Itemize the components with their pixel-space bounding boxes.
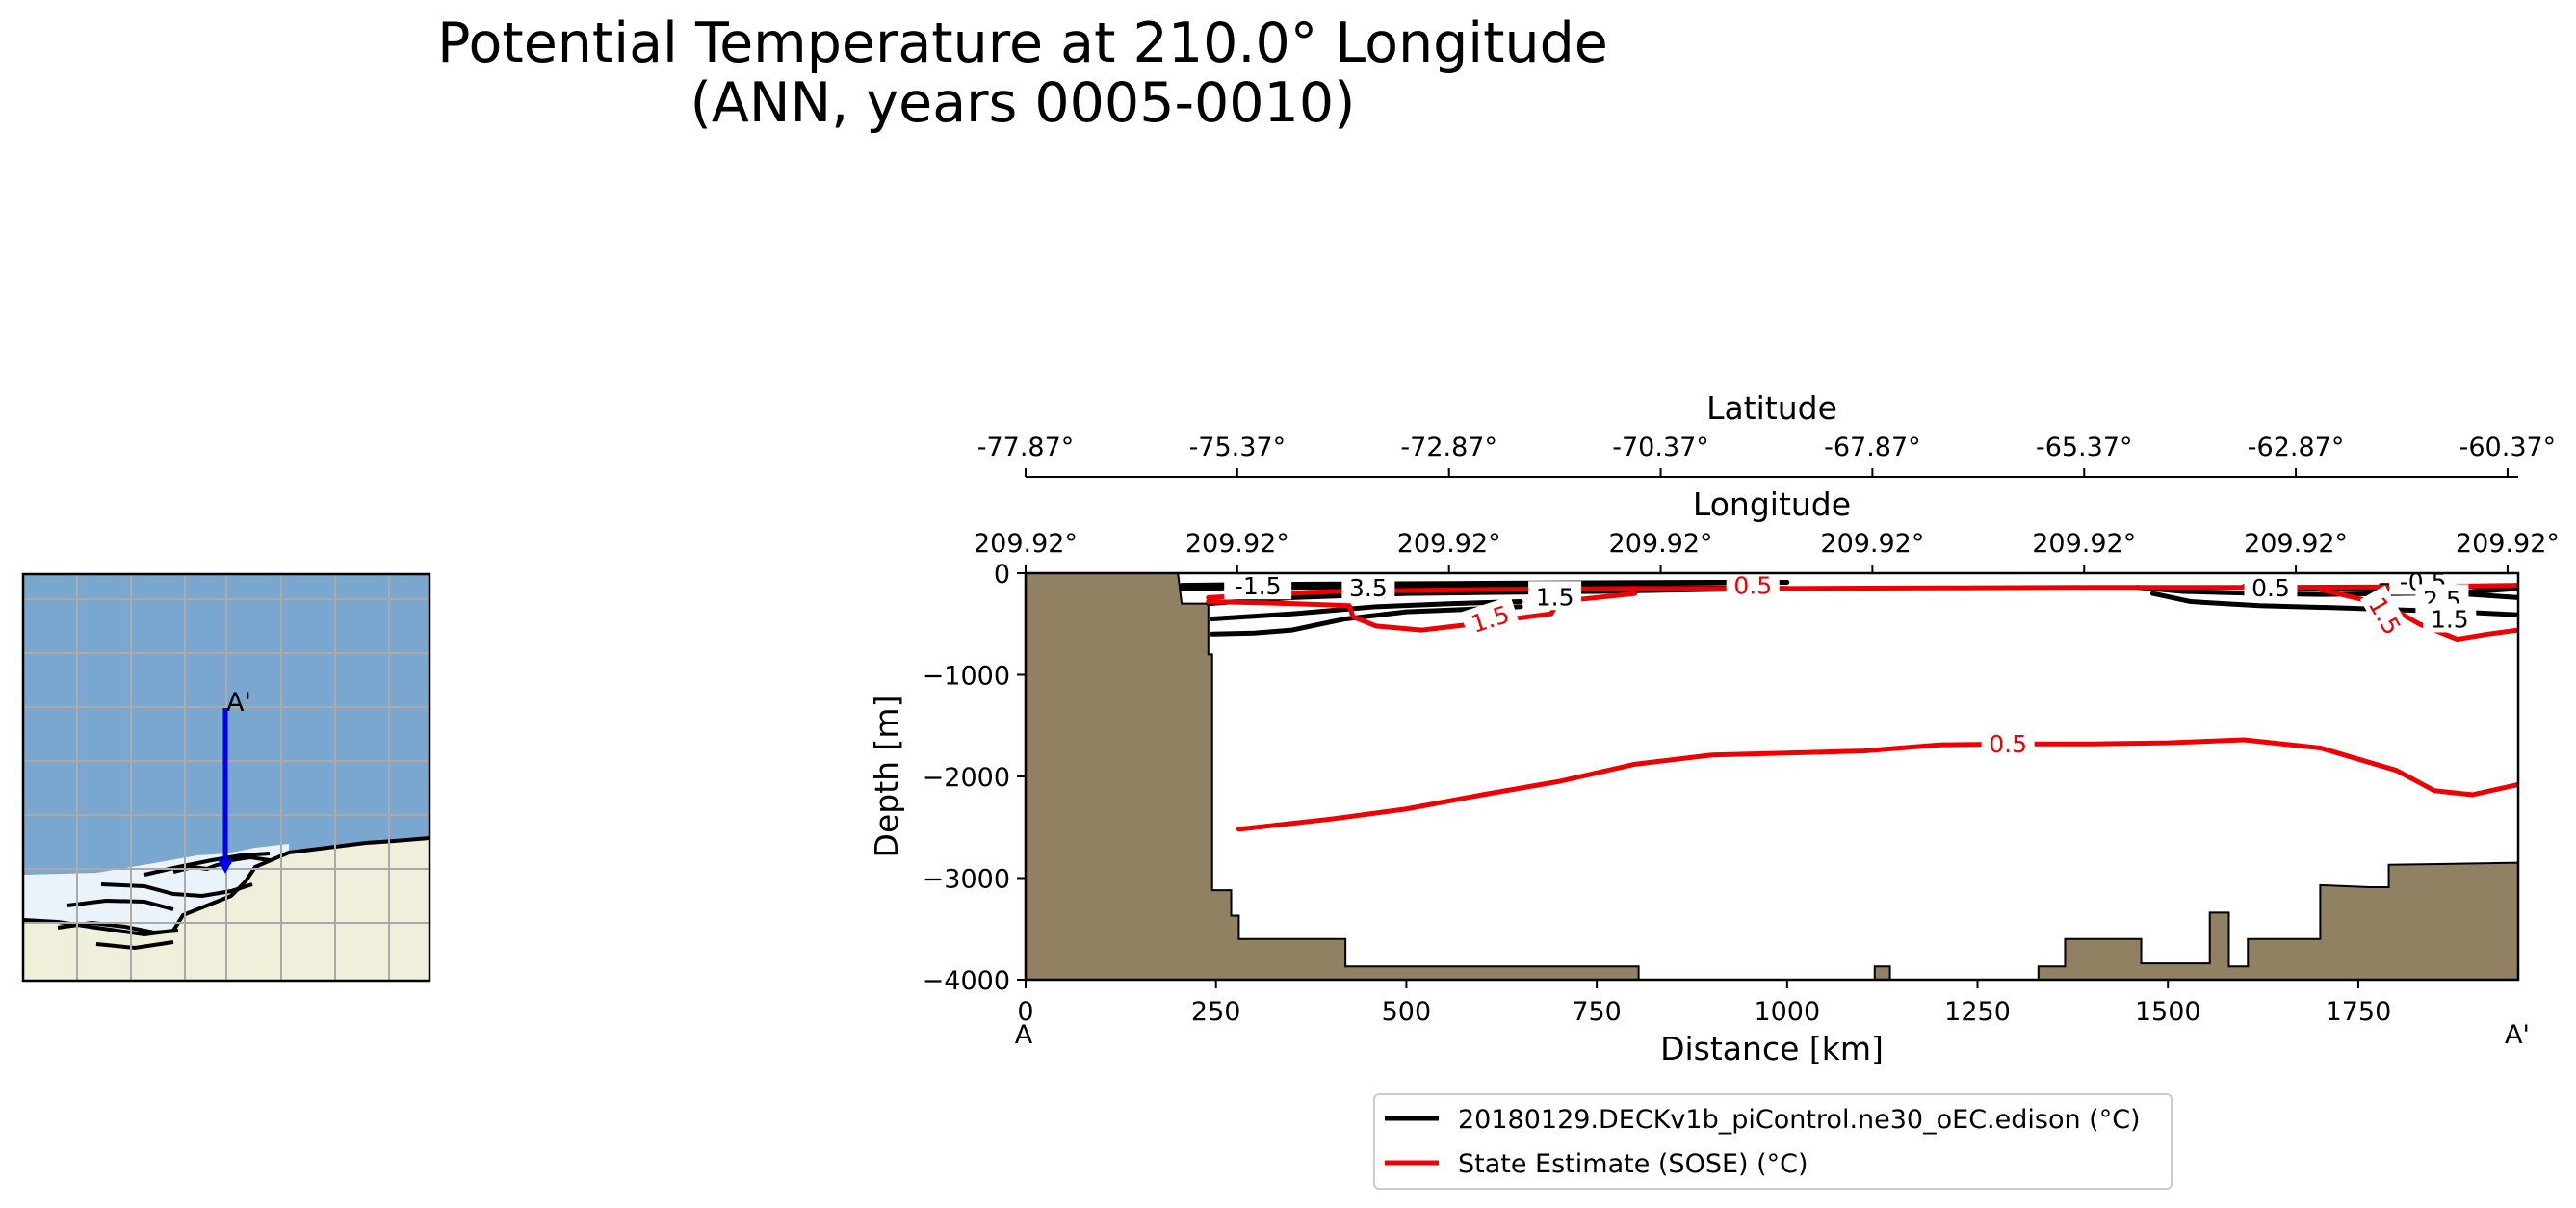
longitude-tick-label: 209.92°: [2244, 529, 2348, 559]
obs-contour-3: [1236, 737, 2518, 832]
x-tick-label: 1750: [2326, 997, 2392, 1027]
x-tick-label: 1250: [1944, 997, 2011, 1027]
y-tick-label: −1000: [923, 662, 1010, 692]
x-axis: 0 250 500 750 1000 1250 1500 1750: [1017, 980, 2391, 1027]
latitude-tick-label: -67.87°: [1824, 433, 1921, 462]
contour-label-4: 0.5: [1726, 572, 1780, 600]
contour-label-bg: [2244, 573, 2298, 601]
longitude-tick-label: 209.92°: [1185, 529, 1289, 559]
obs-contour-2: [2317, 587, 2518, 643]
legend-frame: [1373, 1093, 2173, 1190]
latitude-tick-label: -70.37°: [1612, 433, 1709, 462]
transect-arrow-icon: [218, 859, 233, 874]
latitude-tick-label: -72.87°: [1400, 433, 1497, 462]
contour-label-0: -1.5: [1224, 572, 1292, 600]
latitude-tick-label: -77.87°: [977, 433, 1075, 462]
legend-obs-label: State Estimate (SOSE) (°C): [1458, 1149, 1808, 1179]
contour-label-bg: [1528, 581, 1582, 611]
map-frame: [21, 572, 431, 983]
contour-label-bg: [1726, 573, 1780, 599]
contour-label-bg: [1460, 595, 1520, 641]
latitude-tick-label: -65.37°: [2036, 433, 2133, 462]
y-tick-label: −2000: [923, 763, 1010, 793]
contour-label-text: 1.5: [2431, 605, 2469, 633]
contour-label-text: 0.5: [1989, 730, 2027, 758]
contour-label-text: 3.5: [1349, 574, 1388, 602]
contour-labels: -1.5 3.5 1.51.50.50.50.5 -0.52.51.51.5: [1224, 572, 2477, 758]
longitude-tick-label: 209.92°: [1397, 529, 1501, 559]
y-tick-label: −4000: [923, 966, 1010, 996]
x-end-label: A': [2505, 1020, 2530, 1050]
x-tick-label: 500: [1382, 997, 1432, 1027]
longitude-tick-label: 209.92°: [2032, 529, 2136, 559]
figure-title-line2: (ANN, years 0005-0010): [690, 71, 1356, 135]
model-contour-3: [1210, 599, 1523, 621]
longitude-tick-label: 209.92°: [974, 529, 1078, 559]
longitude-tick-label: 209.92°: [1609, 529, 1713, 559]
y-tick-label: −3000: [923, 865, 1010, 895]
y-axis-label: Depth [m]: [868, 696, 905, 858]
x-tick-label: 0: [1017, 997, 1033, 1027]
longitude-axis-label: Longitude: [1693, 486, 1851, 523]
x-start-label: A: [1015, 1020, 1033, 1050]
longitude-tick-label: 209.92°: [1820, 529, 1924, 559]
x-tick-label: 750: [1572, 997, 1622, 1027]
x-tick-label: 1500: [2135, 997, 2201, 1027]
contour-label-1: 3.5: [1341, 573, 1395, 602]
contour-label-2: 1.5: [1528, 581, 1582, 611]
contour-label-text: 1.5: [1468, 600, 1513, 639]
figure-title-line1: Potential Temperature at 210.0° Longitud…: [437, 12, 1608, 75]
contour-label-6: 0.5: [2244, 573, 2298, 602]
map-end-label: A': [226, 688, 251, 718]
contour-label-bg: [1981, 728, 2035, 758]
contour-label-text: 0.5: [2251, 574, 2290, 602]
contour-label-9: 1.5: [2423, 603, 2477, 633]
legend-model-label: 20180129.DECKv1b_piControl.ne30_oEC.edis…: [1458, 1105, 2141, 1135]
bathymetry-fill: [1026, 573, 2518, 980]
contour-label-bg: [1224, 573, 1292, 600]
y-tick-label: 0: [994, 560, 1010, 590]
longitude-tick-label: 209.92°: [2456, 529, 2560, 559]
latitude-tick-label: -60.37°: [2459, 433, 2557, 462]
inset-map: A': [21, 572, 431, 983]
longitude-axis: 209.92° 209.92° 209.92° 209.92° 209.92° 209.9…: [974, 529, 2560, 573]
section-plot: -1.5 3.5 1.51.50.50.50.5 -0.52.51.51.5 0 250…: [868, 389, 2560, 1067]
latitude-tick-label: -62.87°: [2248, 433, 2345, 462]
contour-label-text: 0.5: [1733, 572, 1772, 600]
latitude-axis: -77.87° -75.37° -72.87° -70.37° -67.87° -65.3…: [977, 433, 2556, 477]
latitude-tick-label: -75.37°: [1189, 433, 1287, 462]
x-axis-label: Distance [km]: [1660, 1030, 1884, 1067]
y-axis: 0 −1000 −2000 −3000 −4000: [923, 560, 1026, 996]
contour-label-bg: [1341, 573, 1395, 601]
contour-label-text: -1.5: [1235, 572, 1282, 600]
latitude-axis-label: Latitude: [1706, 389, 1837, 427]
contour-label-bg: [2359, 585, 2412, 646]
x-tick-label: 1000: [1754, 997, 1820, 1027]
contour-label-5: 0.5: [1981, 728, 2035, 758]
contour-label-text: 1.5: [1536, 583, 1574, 611]
x-tick-label: 250: [1191, 997, 1241, 1027]
contour-label-bg: [2423, 603, 2477, 633]
obs-contours: [1206, 583, 2518, 832]
legend: 20180129.DECKv1b_piControl.ne30_oEC.edis…: [1373, 1093, 2173, 1190]
